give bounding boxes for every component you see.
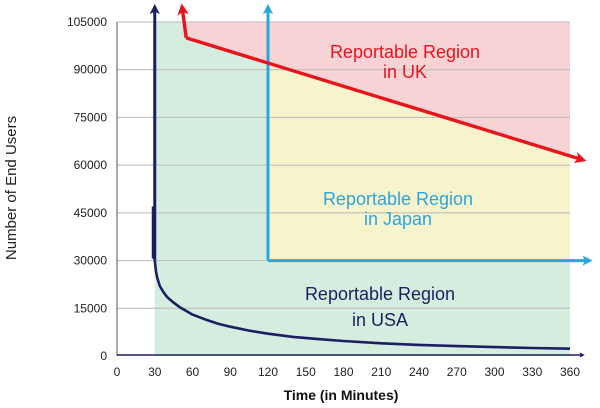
x-tick-label: 0 bbox=[114, 365, 121, 379]
y-tick-label: 90000 bbox=[74, 63, 108, 77]
y-tick-label: 15000 bbox=[74, 301, 108, 315]
gridlines bbox=[117, 21, 570, 309]
x-axis-title: Time (in Minutes) bbox=[284, 387, 399, 403]
x-tick-label: 240 bbox=[409, 365, 429, 379]
x-tick-label: 300 bbox=[484, 365, 504, 379]
x-tick-label: 330 bbox=[522, 365, 542, 379]
x-tick-label: 270 bbox=[447, 365, 467, 379]
y-tick-labels: 0 15000 30000 45000 60000 75000 90000 105000 bbox=[67, 15, 107, 363]
x-tick-label: 30 bbox=[148, 365, 162, 379]
japan-region-label-1: Reportable Region bbox=[323, 189, 473, 209]
uk-up-arrow bbox=[177, 3, 189, 39]
x-tick-label: 180 bbox=[333, 365, 353, 379]
x-tick-label: 120 bbox=[258, 365, 278, 379]
y-tick-label: 30000 bbox=[74, 254, 108, 268]
uk-region-fill-shape bbox=[186, 22, 571, 156]
uk-region-label-1: Reportable Region bbox=[330, 42, 480, 62]
uk-arrow bbox=[185, 36, 587, 164]
y-tick-label: 60000 bbox=[74, 158, 108, 172]
usa-curve bbox=[153, 260, 571, 350]
usa-region-label-2: in USA bbox=[352, 310, 408, 330]
x-tick-label: 150 bbox=[296, 365, 316, 379]
japan-region-label-2: in Japan bbox=[364, 209, 432, 229]
uk-region-label-2: in UK bbox=[383, 62, 427, 82]
y-axis-title: Number of End Users bbox=[3, 116, 20, 260]
japan-region-fill-shape bbox=[268, 62, 570, 261]
x-tick-label: 360 bbox=[560, 365, 580, 379]
y-tick-label: 75000 bbox=[74, 110, 108, 124]
y-tick-label: 105000 bbox=[67, 15, 107, 29]
x-tick-label: 210 bbox=[371, 365, 391, 379]
x-tick-label: 90 bbox=[224, 365, 238, 379]
y-tick-label: 0 bbox=[100, 349, 107, 363]
x-tick-label: 60 bbox=[186, 365, 200, 379]
usa-region-label-1: Reportable Region bbox=[305, 284, 455, 304]
y-tick-label: 45000 bbox=[74, 206, 108, 220]
x-tick-labels: 0 30 60 90 120 150 180 210 240 270 300 330 360 bbox=[114, 365, 581, 379]
